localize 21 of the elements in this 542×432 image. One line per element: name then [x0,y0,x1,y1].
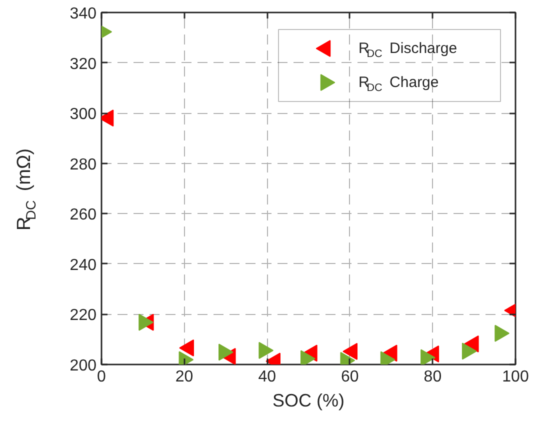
y-tick-label: 260 [70,206,97,224]
x-tick-label: 0 [97,368,106,386]
point [258,342,274,359]
x-tick-label: 80 [424,368,442,386]
point [420,349,436,364]
x-tick-label: 20 [175,368,194,386]
point [179,339,194,356]
y-tick-label: 200 [70,358,97,374]
x-tick-label: 40 [258,368,276,386]
x-axis-title: SOC (%) [272,390,344,410]
point [218,344,234,361]
y-tick-label: 320 [70,56,97,73]
y-tick-label: 340 [70,6,97,22]
y-tick-label: 240 [70,256,97,274]
y-tick-label: 280 [70,156,97,174]
y-axis-title: RDC (mΩ) [14,148,39,230]
y-tick-label: 220 [70,307,97,324]
x-tick-label: 60 [341,368,359,386]
x-tick-label: 100 [502,368,529,386]
y-tick-label: 300 [70,106,97,124]
point [462,342,477,360]
